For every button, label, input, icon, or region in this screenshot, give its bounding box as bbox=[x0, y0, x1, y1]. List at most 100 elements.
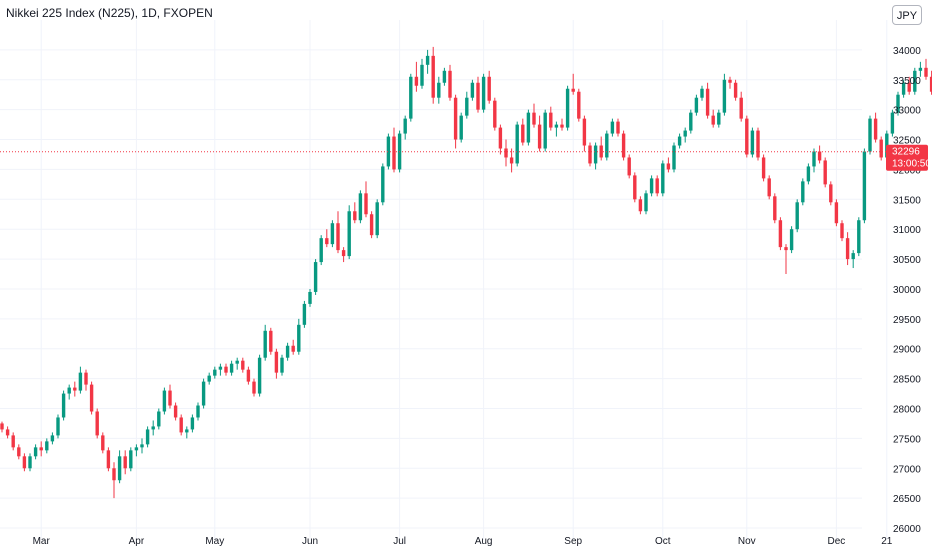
candle-body bbox=[420, 64, 424, 86]
x-tick-label: Mar bbox=[33, 536, 51, 547]
candle-body bbox=[414, 76, 419, 86]
candle-body bbox=[364, 193, 368, 215]
candle-body bbox=[745, 118, 749, 155]
candle-body bbox=[95, 411, 99, 436]
candle-body bbox=[280, 357, 284, 373]
candle-body bbox=[235, 360, 239, 364]
candle-body bbox=[33, 447, 38, 457]
candle-body bbox=[78, 372, 83, 391]
candle-body bbox=[593, 145, 598, 164]
candle-body bbox=[616, 121, 620, 134]
y-tick-label: 34000 bbox=[893, 46, 921, 57]
x-tick-label: Oct bbox=[655, 536, 671, 547]
candle-body bbox=[689, 112, 693, 131]
candle-body bbox=[487, 76, 491, 101]
candle-body bbox=[571, 88, 575, 92]
candle-body bbox=[890, 112, 895, 134]
candle-body bbox=[806, 166, 811, 182]
candle-body bbox=[263, 330, 267, 358]
y-tick-label: 32000 bbox=[893, 165, 921, 176]
candle-body bbox=[319, 238, 323, 263]
candle-body bbox=[627, 157, 631, 176]
candle-body bbox=[84, 372, 88, 385]
candle-body bbox=[213, 369, 217, 376]
candle-body bbox=[565, 88, 570, 128]
candle-body bbox=[481, 76, 486, 110]
currency-button[interactable]: JPY bbox=[892, 5, 922, 25]
candle-body bbox=[196, 405, 200, 418]
candle-body bbox=[901, 82, 906, 95]
candle-body bbox=[851, 253, 855, 260]
candle-body bbox=[526, 112, 531, 143]
candle-body bbox=[717, 112, 721, 125]
x-tick-label: Dec bbox=[828, 536, 846, 547]
grid-layer bbox=[0, 20, 888, 540]
candle-body bbox=[789, 229, 794, 251]
y-tick-label: 33000 bbox=[893, 106, 921, 117]
y-tick-label: 26000 bbox=[893, 524, 921, 535]
candle-body bbox=[722, 79, 727, 113]
candle-body bbox=[0, 423, 4, 430]
candle-body bbox=[683, 130, 687, 137]
price-label: 32296 bbox=[892, 147, 920, 158]
candle-body bbox=[761, 157, 766, 179]
candle-body bbox=[756, 130, 760, 158]
candle-body bbox=[778, 220, 783, 248]
candle-body bbox=[112, 468, 116, 481]
candle-body bbox=[397, 133, 402, 170]
candle-body bbox=[621, 133, 626, 158]
candle-body bbox=[56, 417, 60, 436]
candle-body bbox=[823, 160, 827, 185]
y-tick-label: 31000 bbox=[893, 225, 921, 236]
y-tick-label: 32500 bbox=[893, 136, 921, 147]
candle-body bbox=[599, 145, 603, 158]
x-tick-label: Sep bbox=[564, 536, 582, 547]
candle-body bbox=[291, 345, 295, 352]
candle-body bbox=[218, 366, 223, 370]
candle-body bbox=[554, 124, 559, 128]
candle-body bbox=[705, 88, 710, 116]
candle-body bbox=[560, 124, 564, 128]
candle-body bbox=[50, 435, 55, 442]
candle-body bbox=[470, 82, 475, 98]
candle-body bbox=[532, 112, 536, 125]
candle-body bbox=[588, 145, 592, 164]
candle-body bbox=[162, 390, 167, 412]
candle-body bbox=[341, 250, 346, 257]
candle-body bbox=[801, 181, 805, 203]
candle-body bbox=[302, 303, 307, 325]
candle-body bbox=[812, 151, 816, 167]
candle-body bbox=[89, 384, 94, 412]
candle-body bbox=[829, 184, 833, 203]
chart-title: Nikkei 225 Index (N225), 1D, FXOPEN bbox=[6, 6, 213, 20]
candle-body bbox=[241, 360, 245, 370]
candle-body bbox=[862, 151, 867, 221]
candle-body bbox=[493, 100, 497, 128]
countdown-label: 13:00:50 bbox=[892, 159, 931, 170]
candle-body bbox=[577, 91, 581, 119]
candle-body bbox=[913, 70, 917, 92]
candle-body bbox=[330, 223, 335, 245]
candle-body bbox=[885, 133, 889, 158]
candle-body bbox=[409, 76, 413, 119]
candle-body bbox=[907, 82, 911, 92]
candle-body bbox=[638, 199, 643, 212]
x-tick-label: Jul bbox=[393, 536, 406, 547]
candle-body bbox=[101, 435, 105, 451]
candle-body bbox=[134, 447, 139, 451]
candle-body bbox=[677, 136, 682, 146]
candle-body bbox=[358, 193, 363, 221]
y-tick-label: 31500 bbox=[893, 195, 921, 206]
y-tick-label: 30500 bbox=[893, 255, 921, 266]
candle-body bbox=[845, 238, 850, 260]
candle-body bbox=[661, 163, 665, 194]
candle-body bbox=[476, 82, 480, 110]
candle-body bbox=[504, 148, 508, 158]
candle-body bbox=[5, 429, 10, 436]
candle-body bbox=[61, 393, 66, 418]
candle-body bbox=[145, 429, 150, 445]
candle-body bbox=[655, 178, 659, 194]
candle-body bbox=[190, 417, 195, 430]
